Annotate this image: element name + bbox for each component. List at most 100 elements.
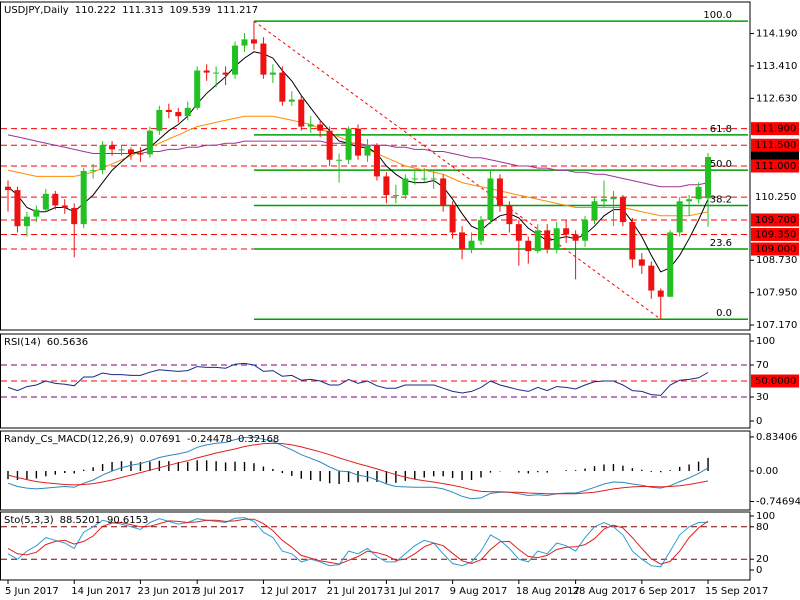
indicator-line [7, 442, 709, 495]
candle-body [52, 193, 59, 206]
y-tick-label: 107.170 [756, 320, 797, 331]
candle-body [33, 209, 40, 217]
panel-header: Randy_Cs_MACD(12,26,9) 0.07691 -0.24478 0.3… [4, 434, 279, 445]
candle-body [383, 176, 390, 196]
indicator-line [7, 362, 709, 396]
level-label: 50.0000 [755, 376, 796, 387]
header-value: 60.5636 [47, 337, 88, 348]
panel-frame [0, 333, 751, 429]
candle-body [241, 39, 248, 46]
candle-body [449, 205, 456, 233]
candle-body [591, 201, 598, 220]
panel-title: RSI(14) [4, 337, 41, 348]
panel-frame [0, 1, 751, 331]
candle-body [260, 43, 267, 75]
candle-body [80, 170, 87, 225]
candle-body [99, 145, 106, 171]
candle-body [269, 72, 276, 75]
candle-body [525, 240, 532, 252]
candle-body [411, 178, 418, 180]
y-tick-label: -0.74694 [756, 496, 800, 507]
y-tick-label: 113.410 [756, 61, 797, 72]
fib-trend [253, 20, 662, 320]
level-box [751, 213, 799, 227]
candle-body [610, 197, 617, 200]
candle-body [90, 170, 97, 172]
panel-title: USDJPY,Daily [4, 5, 69, 16]
candle-body [175, 112, 182, 117]
y-tick-label: 70 [756, 360, 769, 371]
y-tick-label: 0.00 [756, 466, 778, 477]
panel-header: Sto(5,3,3) 88.5201 90.6153 [4, 515, 148, 526]
header-value: 110.222 [75, 5, 116, 16]
candle-body [118, 149, 125, 151]
candle-body [336, 159, 343, 161]
x-tick-label: 28 Aug 2017 [573, 586, 637, 597]
x-tick-label: 15 Sep 2017 [705, 586, 768, 597]
level-box [751, 159, 799, 173]
candle-body [496, 178, 503, 206]
candle-body [487, 178, 494, 220]
candle-body [23, 216, 30, 227]
y-tick-label: 30 [756, 392, 769, 403]
candle-body [572, 234, 579, 241]
x-tick-label: 31 Jul 2017 [383, 586, 440, 597]
candle-body [478, 219, 484, 241]
y-tick-label: 108.730 [756, 255, 797, 266]
candle-body [392, 195, 399, 197]
x-tick-label: 6 Sep 2017 [639, 586, 696, 597]
candle-body [600, 199, 607, 202]
candle-body [686, 199, 693, 202]
fib-label: 50.0 [710, 159, 732, 170]
panel-header: USDJPY,Daily 110.222 111.313 109.539 111.217 [4, 5, 258, 16]
panel-header: RSI(14) 60.5636 [4, 337, 88, 348]
candle-body [345, 128, 352, 160]
candle-body [629, 222, 636, 260]
candle-body [42, 193, 49, 210]
level-label: 109.350 [755, 230, 796, 241]
indicator-line [7, 436, 709, 500]
candle-body [307, 124, 314, 127]
candle-body [317, 124, 324, 131]
level-box [751, 228, 799, 242]
candle-body [355, 128, 362, 156]
level-label: 111.500 [755, 140, 796, 151]
candle-body [534, 230, 541, 252]
y-tick-label: 100 [756, 511, 775, 522]
indicator-line [7, 518, 709, 565]
level-box [751, 122, 799, 136]
level-label: 109.700 [755, 215, 796, 226]
candle-body [402, 178, 409, 196]
panel-title: Sto(5,3,3) [4, 515, 54, 526]
candle-body [222, 72, 229, 75]
candle-body [657, 290, 664, 297]
y-tick-label: 0 [756, 565, 762, 576]
header-value: 88.5201 [60, 515, 101, 526]
candle-body [203, 70, 210, 73]
candle-body [213, 72, 220, 74]
x-tick-label: 23 Jun 2017 [137, 586, 197, 597]
candle-body [165, 109, 172, 113]
candle-body [5, 186, 11, 191]
candle-body [459, 232, 466, 250]
current-price-label: 111.217 [755, 152, 796, 163]
panel-frame [0, 511, 751, 581]
level-box [751, 374, 799, 388]
x-tick-label: 9 Aug 2017 [450, 586, 508, 597]
y-tick-label: 114.190 [756, 29, 797, 40]
candle-body [667, 232, 674, 297]
candle-body [279, 72, 286, 102]
header-value: 0.32168 [238, 434, 279, 445]
y-tick-label: 107.950 [756, 288, 797, 299]
level-label: 111.900 [755, 124, 796, 135]
candle-body [194, 70, 201, 108]
candle-body [676, 201, 683, 233]
fib-label: 100.0 [703, 10, 732, 21]
y-tick-label: 112.630 [756, 93, 797, 104]
candle-body [127, 149, 134, 154]
header-value: 111.313 [122, 5, 163, 16]
level-box [751, 190, 799, 204]
level-box [751, 138, 799, 152]
